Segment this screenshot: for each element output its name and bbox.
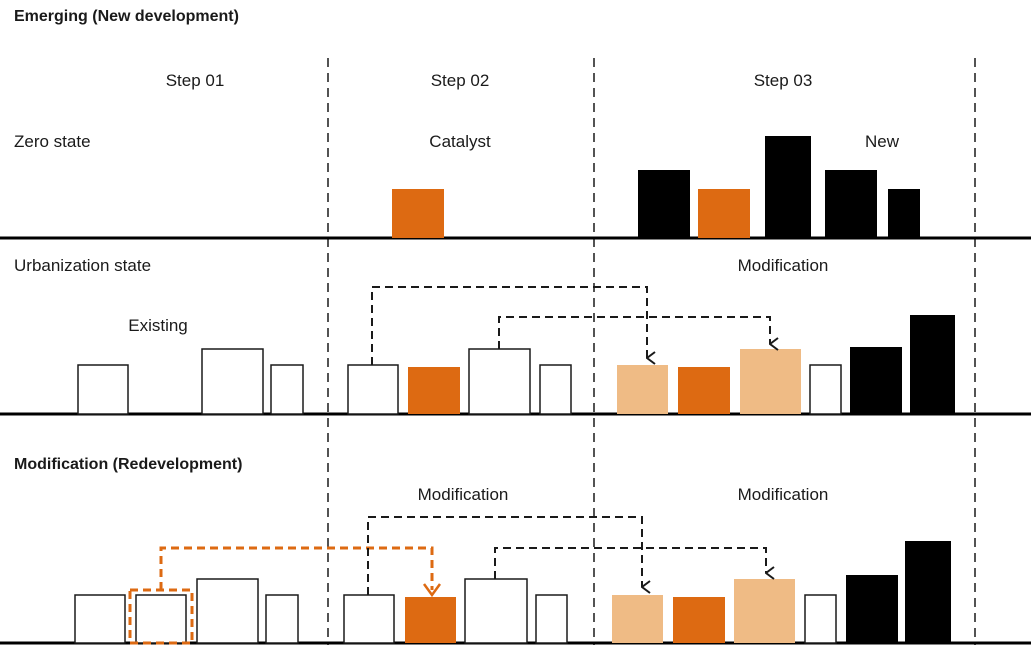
modified-building	[612, 595, 663, 643]
step-label-03: Step 03	[753, 71, 813, 90]
catalyst-arrow-head	[422, 583, 442, 598]
page-title: Emerging (New development)	[14, 8, 239, 25]
existing-building	[265, 594, 299, 644]
catalyst-building	[698, 189, 750, 238]
existing-building	[196, 578, 259, 644]
modification-arrow	[371, 286, 647, 365]
step-label-01: Step 01	[165, 71, 225, 90]
existing-building	[468, 348, 531, 415]
existing-building	[347, 364, 399, 415]
modified-building	[740, 349, 801, 414]
urbanization-state-label: Urbanization state	[14, 256, 152, 275]
catalyst-building	[392, 189, 444, 238]
row3-buildings	[74, 541, 951, 644]
existing-label: Existing	[128, 316, 188, 335]
new-building	[850, 347, 902, 414]
existing-building	[809, 364, 842, 415]
existing-building	[77, 364, 129, 415]
catalyst-building	[405, 597, 456, 643]
modification-label-row3-step03: Modification	[737, 485, 829, 504]
new-building	[825, 170, 877, 238]
existing-building	[201, 348, 264, 415]
row3-modification-arrows	[367, 516, 766, 595]
modified-building	[617, 365, 668, 414]
row2-buildings	[77, 315, 955, 415]
zero-state-label: Zero state	[14, 132, 91, 151]
modification-arrow	[498, 316, 770, 349]
catalyst-building	[678, 367, 730, 414]
row3-catalyst-arrow	[128, 546, 434, 645]
new-building	[888, 189, 920, 238]
existing-building	[464, 578, 528, 644]
new-building	[846, 575, 898, 643]
modification-label-row2: Modification	[737, 256, 829, 275]
modification-label-row3-step02: Modification	[417, 485, 509, 504]
existing-building	[804, 594, 837, 644]
catalyst-building	[673, 597, 725, 643]
new-building	[905, 541, 951, 643]
existing-building	[135, 594, 187, 644]
existing-building	[270, 364, 304, 415]
new-label: New	[864, 132, 900, 151]
catalyst-label: Catalyst	[429, 132, 491, 151]
row1-buildings	[392, 136, 920, 238]
modification-arrow	[367, 516, 642, 595]
step-dividers	[327, 58, 976, 645]
new-building	[765, 136, 811, 238]
existing-building	[343, 594, 395, 644]
new-building	[910, 315, 955, 414]
existing-building	[535, 594, 568, 644]
catalyst-arrow	[159, 546, 434, 590]
catalyst-building	[408, 367, 460, 414]
existing-building	[74, 594, 126, 644]
step-label-02: Step 02	[430, 71, 490, 90]
new-building	[638, 170, 690, 238]
existing-building	[539, 364, 572, 415]
redevelopment-title: Modification (Redevelopment)	[14, 456, 243, 473]
modification-arrow	[494, 547, 766, 579]
modified-building	[734, 579, 795, 643]
row2-modification-arrows	[371, 286, 770, 365]
